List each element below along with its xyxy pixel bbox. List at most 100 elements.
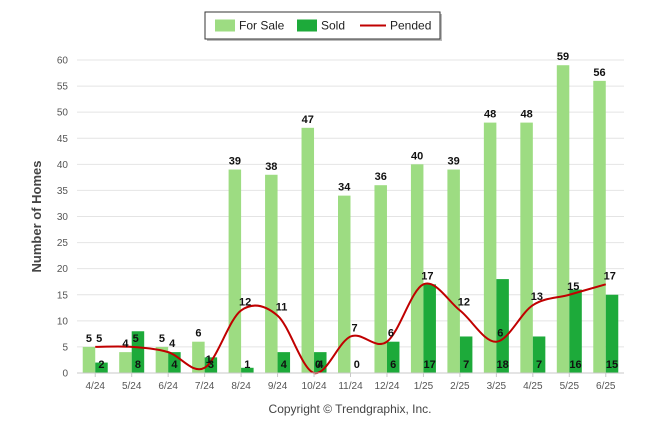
label-for-sale: 56 — [593, 67, 605, 79]
y-tick-label: 20 — [57, 264, 69, 275]
label-pended: 15 — [567, 281, 579, 293]
bar-for-sale — [483, 122, 497, 373]
label-pended: 6 — [388, 328, 394, 340]
bar-for-sale — [447, 169, 460, 373]
label-sold: 18 — [496, 359, 508, 371]
label-for-sale: 4 — [122, 338, 129, 350]
label-pended: 5 — [133, 333, 139, 345]
x-tick-label: 5/24 — [122, 381, 142, 392]
legend: For Sale Sold Pended — [204, 11, 442, 41]
label-for-sale: 34 — [338, 182, 351, 194]
label-sold: 4 — [317, 359, 324, 371]
label-sold: 7 — [536, 359, 542, 371]
label-pended: 17 — [421, 270, 433, 282]
x-tick-label: 9/24 — [268, 381, 288, 392]
y-axis-title: Number of Homes — [29, 161, 44, 273]
x-tick-label: 3/25 — [487, 381, 507, 392]
label-for-sale: 5 — [159, 333, 165, 345]
legend-box — [204, 11, 441, 40]
bar-sold — [277, 352, 291, 373]
bar-sold — [569, 289, 582, 373]
bar-for-sale — [119, 352, 132, 373]
label-sold: 17 — [424, 359, 436, 371]
x-tick-label: 10/24 — [302, 381, 327, 392]
y-axis: 0 5 10 15 20 25 30 35 40 45 50 55 60 — [57, 56, 69, 380]
label-sold: 3 — [208, 359, 214, 371]
x-tick-label: 11/24 — [338, 381, 363, 392]
label-sold: 8 — [135, 359, 141, 371]
y-tick-label: 60 — [57, 56, 69, 67]
pended-line-layer — [95, 282, 607, 375]
label-sold: 0 — [354, 359, 360, 371]
legend-swatch-sold — [297, 19, 317, 32]
copyright-credit: Copyright © Trendgraphix, Inc. — [269, 402, 432, 416]
y-tick-label: 55 — [57, 82, 69, 93]
bar-sold — [241, 367, 254, 373]
label-sold: 1 — [244, 359, 250, 371]
label-for-sale: 40 — [411, 150, 423, 162]
y-tick-label: 30 — [57, 212, 69, 223]
x-axis: 4/24 5/24 6/24 7/24 8/24 9/24 10/24 11/24 12/24 1… — [77, 372, 624, 392]
bar-for-sale — [155, 346, 169, 373]
x-tick-label: 6/24 — [158, 381, 178, 392]
x-tick-label: 5/25 — [560, 381, 580, 392]
x-tick-label: 4/24 — [85, 381, 105, 392]
bar-for-sale — [192, 341, 205, 373]
y-tick-label: 5 — [62, 342, 68, 353]
label-for-sale: 6 — [195, 328, 201, 340]
label-pended: 12 — [239, 296, 251, 308]
x-tick-label: 12/24 — [374, 381, 399, 392]
label-pended: 7 — [351, 322, 357, 334]
bars — [82, 65, 619, 373]
y-tick-label: 45 — [57, 134, 69, 145]
y-tick-label: 25 — [57, 238, 69, 249]
label-sold: 4 — [171, 359, 178, 371]
y-tick-label: 0 — [62, 369, 68, 380]
bar-for-sale — [410, 164, 424, 373]
bar-for-sale — [301, 127, 315, 373]
label-for-sale: 39 — [448, 156, 460, 168]
x-tick-label: 2/25 — [450, 381, 470, 392]
label-for-sale: 47 — [302, 114, 314, 126]
line-pended — [95, 282, 607, 375]
bar-for-sale — [82, 346, 96, 373]
bar-for-sale — [593, 80, 606, 373]
label-sold: 15 — [606, 359, 618, 371]
bar-for-sale — [338, 195, 351, 373]
bar-for-sale — [374, 185, 387, 373]
y-tick-label: 10 — [57, 316, 69, 327]
label-for-sale: 38 — [265, 161, 277, 173]
label-sold: 6 — [390, 359, 396, 371]
label-pended: 4 — [169, 338, 176, 350]
label-pended: 6 — [497, 328, 503, 340]
label-pended: 0 — [315, 359, 321, 371]
label-for-sale: 48 — [520, 109, 532, 121]
legend-swatch-for-sale — [215, 19, 235, 32]
label-pended: 13 — [531, 291, 543, 303]
x-tick-label: 1/25 — [414, 381, 434, 392]
bar-for-sale — [265, 174, 278, 373]
label-for-sale: 36 — [375, 171, 387, 183]
y-tick-label: 50 — [57, 108, 69, 119]
bar-for-sale — [228, 169, 242, 373]
bar-sold — [459, 336, 473, 373]
bar-sold — [131, 331, 145, 373]
x-tick-label: 6/25 — [596, 381, 616, 392]
legend-label-pended: Pended — [390, 19, 431, 33]
label-pended: 17 — [604, 270, 616, 282]
bar-sold — [532, 336, 546, 373]
bar-sold — [95, 362, 108, 373]
label-pended: 5 — [96, 333, 102, 345]
data-labels: 525 485 5446313911238411474034073666401717… — [86, 51, 618, 371]
bar-sold — [314, 352, 327, 373]
bar-sold — [605, 294, 619, 373]
label-sold: 2 — [98, 359, 104, 371]
x-tick-label: 4/25 — [523, 381, 543, 392]
bar-sold — [423, 284, 436, 373]
x-tick-label: 7/24 — [195, 381, 215, 392]
y-tick-label: 40 — [57, 160, 69, 171]
bar-sold — [386, 341, 400, 373]
label-for-sale: 39 — [229, 156, 241, 168]
